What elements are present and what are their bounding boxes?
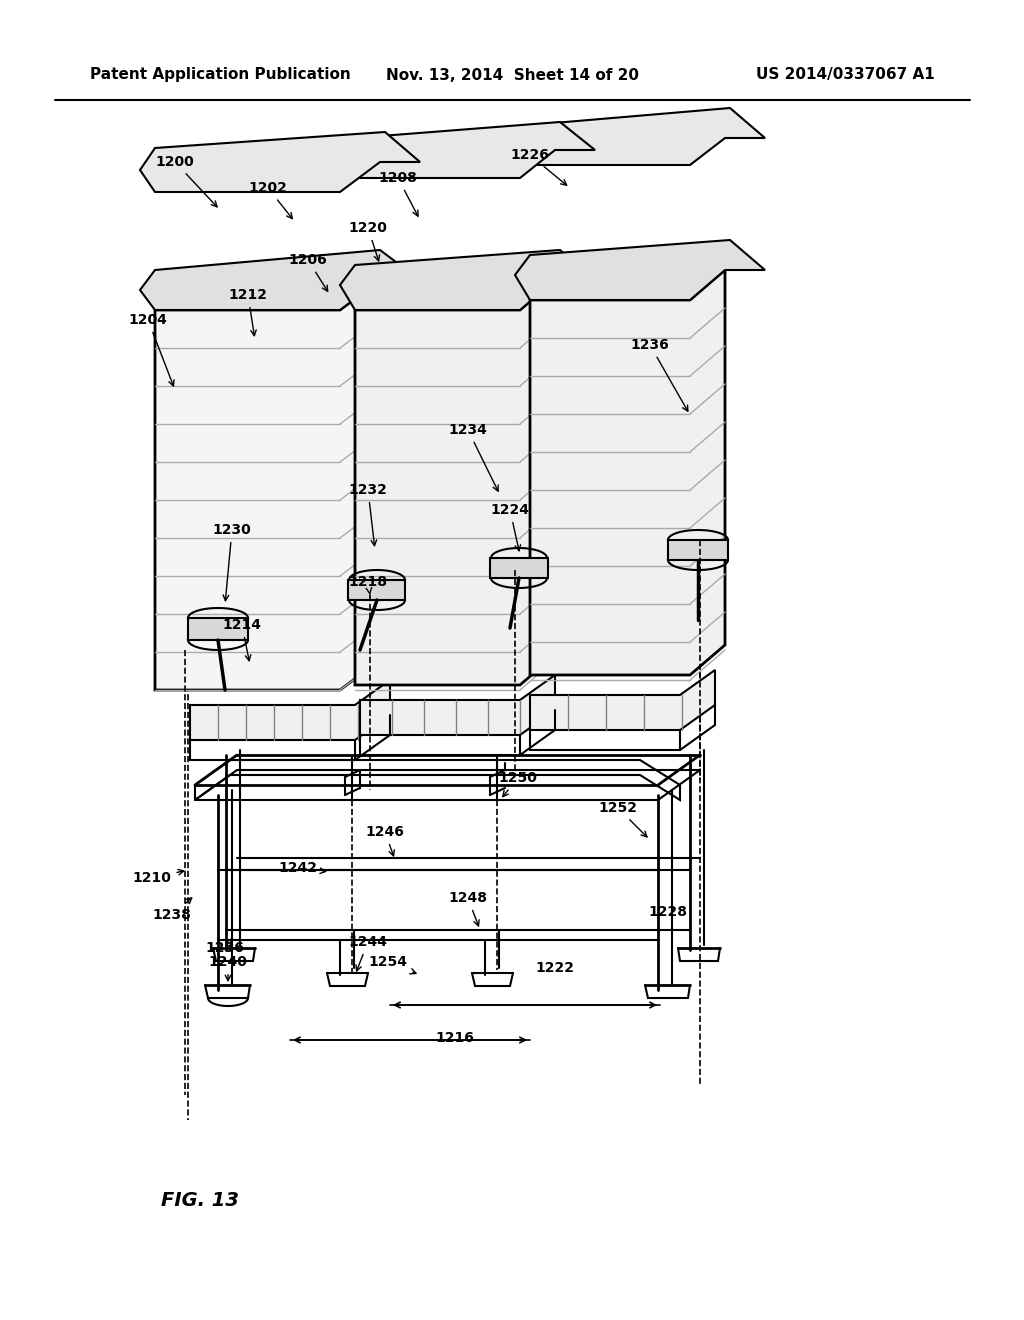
Polygon shape <box>190 680 390 741</box>
Polygon shape <box>515 108 765 165</box>
Polygon shape <box>530 271 725 675</box>
Polygon shape <box>195 760 680 800</box>
Text: 1244: 1244 <box>348 935 387 972</box>
Text: 1226: 1226 <box>511 148 566 185</box>
Text: 1214: 1214 <box>222 618 261 661</box>
Text: 1254: 1254 <box>369 954 416 974</box>
Text: 1252: 1252 <box>598 801 647 837</box>
Polygon shape <box>490 558 548 578</box>
Polygon shape <box>355 280 555 685</box>
Text: 1256: 1256 <box>206 939 245 954</box>
Text: 1248: 1248 <box>449 891 487 925</box>
Text: 1202: 1202 <box>249 181 292 219</box>
Text: 1200: 1200 <box>156 154 217 207</box>
Text: 1228: 1228 <box>648 906 687 919</box>
Text: 1242: 1242 <box>279 861 326 875</box>
Text: 1246: 1246 <box>366 825 404 855</box>
Text: 1216: 1216 <box>435 1031 474 1045</box>
Text: 1240: 1240 <box>209 954 248 981</box>
Text: Patent Application Publication: Patent Application Publication <box>90 67 351 82</box>
Text: 1230: 1230 <box>213 523 251 601</box>
Text: 1222: 1222 <box>536 961 574 975</box>
Text: 1250: 1250 <box>499 771 538 797</box>
Polygon shape <box>188 618 248 640</box>
Polygon shape <box>140 132 420 191</box>
Text: 1232: 1232 <box>348 483 387 545</box>
Text: 1208: 1208 <box>379 172 418 216</box>
Text: 1236: 1236 <box>631 338 688 412</box>
Polygon shape <box>668 540 728 560</box>
Polygon shape <box>155 280 380 690</box>
Polygon shape <box>140 249 420 310</box>
Polygon shape <box>360 675 555 735</box>
Text: 1238: 1238 <box>153 898 191 921</box>
Text: 1212: 1212 <box>228 288 267 335</box>
Text: FIG. 13: FIG. 13 <box>161 1191 239 1209</box>
Text: Nov. 13, 2014  Sheet 14 of 20: Nov. 13, 2014 Sheet 14 of 20 <box>385 67 639 82</box>
Polygon shape <box>530 671 715 730</box>
Polygon shape <box>348 579 406 601</box>
Text: 1210: 1210 <box>132 870 183 884</box>
Polygon shape <box>340 121 595 178</box>
Text: 1220: 1220 <box>348 220 387 261</box>
Text: 1218: 1218 <box>348 576 387 594</box>
Polygon shape <box>340 249 595 310</box>
Text: US 2014/0337067 A1: US 2014/0337067 A1 <box>757 67 935 82</box>
Text: 1204: 1204 <box>129 313 174 385</box>
Text: 1224: 1224 <box>490 503 529 550</box>
Polygon shape <box>515 240 765 300</box>
Text: 1206: 1206 <box>289 253 328 292</box>
Text: 1234: 1234 <box>449 422 498 491</box>
